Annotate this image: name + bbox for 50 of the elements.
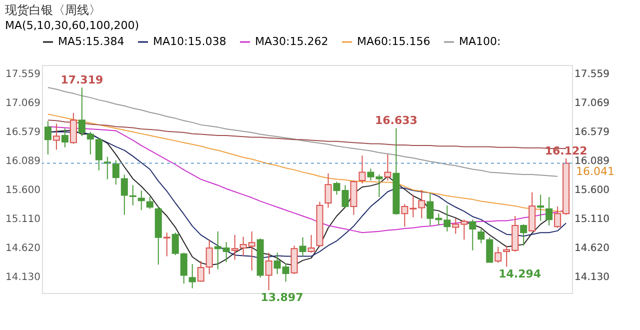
legend-label: MA100: bbox=[459, 35, 501, 48]
candlestick bbox=[70, 112, 77, 144]
candlestick bbox=[299, 236, 306, 257]
candlestick bbox=[308, 234, 315, 254]
annotation: 13.897 bbox=[260, 291, 304, 304]
y-tick-label: 15.600 bbox=[6, 184, 40, 196]
y2-tick-label: 15.600 bbox=[574, 184, 610, 196]
y-tick-label: 14.620 bbox=[6, 242, 40, 254]
y2-tick-label: 15.110 bbox=[574, 214, 610, 225]
candlestick bbox=[61, 128, 68, 148]
candlestick bbox=[163, 232, 170, 257]
candlestick bbox=[384, 154, 392, 181]
y2-tick-label: 16.579 bbox=[574, 126, 610, 138]
y2-tick-label: 17.069 bbox=[574, 98, 610, 109]
y-tick-label: 17.069 bbox=[6, 98, 40, 109]
y-tick-label: 16.579 bbox=[6, 126, 40, 138]
y2-tick-label: 14.620 bbox=[574, 242, 610, 254]
y2-tick-label: 14.130 bbox=[574, 272, 610, 283]
candlestick bbox=[469, 219, 476, 251]
candlestick bbox=[546, 196, 553, 226]
candlestick bbox=[494, 246, 502, 264]
candlestick bbox=[78, 87, 86, 137]
candlestick bbox=[324, 172, 332, 208]
annotation: 17.319 bbox=[60, 74, 104, 87]
legend-label: MA60:15.156 bbox=[357, 35, 430, 48]
legend-label: MA5:15.384 bbox=[58, 35, 124, 48]
y-tick-label: 15.110 bbox=[6, 214, 40, 225]
annotation: 16.633 bbox=[374, 114, 418, 128]
candlestick bbox=[138, 190, 145, 211]
candlestick bbox=[520, 224, 528, 246]
candlestick bbox=[537, 194, 544, 222]
candlestick bbox=[44, 120, 52, 155]
y-tick-label: 17.559 bbox=[6, 68, 40, 80]
y2-tick-label: 17.559 bbox=[574, 68, 610, 80]
candlestick bbox=[418, 189, 426, 219]
candlestick bbox=[52, 123, 60, 150]
chart-title: 现货白银〈周线〉 bbox=[5, 3, 102, 17]
annotation: 16.122 bbox=[544, 144, 588, 158]
y2-tick-label: 16.089 bbox=[574, 156, 610, 167]
legend-label: MA30:15.262 bbox=[255, 35, 328, 48]
candlestick bbox=[265, 252, 272, 291]
ref-line-label: 16.041 bbox=[576, 165, 614, 178]
candlestick bbox=[146, 196, 154, 210]
y-tick-label: 16.089 bbox=[6, 156, 40, 167]
legend-label: MA10:15.038 bbox=[153, 35, 226, 48]
candlestick bbox=[358, 155, 366, 184]
y-tick-label: 14.130 bbox=[6, 272, 40, 283]
annotation: 14.294 bbox=[498, 268, 542, 281]
chart-subtitle: MA(5,10,30,60,100,200) bbox=[5, 19, 140, 32]
candlestick bbox=[188, 263, 196, 289]
